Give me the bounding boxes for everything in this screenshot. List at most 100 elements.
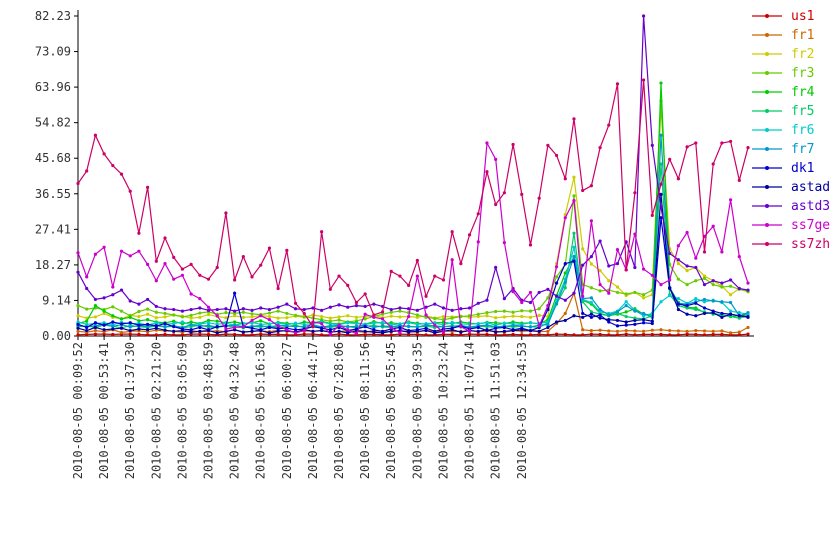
- data-point-fr6: [702, 300, 707, 304]
- x-tick-label: 2010-08-05 11:51:03: [489, 342, 503, 479]
- data-point-ss7zh: [102, 152, 106, 156]
- data-point-fr3: [146, 307, 150, 311]
- data-point-ss7ge: [476, 240, 480, 244]
- data-point-fr2: [241, 315, 245, 319]
- data-point-astd3: [476, 301, 480, 305]
- data-point-astad: [363, 329, 367, 333]
- data-point-ss7ge: [102, 245, 106, 249]
- data-point-us1: [624, 332, 628, 336]
- data-point-us1: [607, 333, 611, 337]
- data-point-fr3: [398, 309, 402, 313]
- data-point-ss7ge: [615, 248, 620, 252]
- data-point-fr3: [467, 314, 472, 318]
- data-point-ss7zh: [467, 233, 472, 237]
- data-point-fr6: [528, 321, 533, 325]
- data-point-astd3: [224, 307, 228, 311]
- data-point-fr1: [746, 325, 750, 330]
- data-point-dk1: [111, 320, 115, 324]
- data-point-astad: [615, 318, 620, 323]
- data-point-astad: [215, 331, 219, 335]
- data-point-dk1: [554, 281, 559, 285]
- data-point-ss7ge: [424, 313, 428, 317]
- data-point-fr2: [607, 279, 611, 283]
- data-point-fr6: [572, 245, 576, 249]
- data-point-fr1: [633, 329, 637, 333]
- data-point-fr2: [250, 315, 254, 319]
- data-point-fr2: [502, 315, 506, 319]
- data-point-fr2: [415, 315, 419, 319]
- data-point-fr2: [224, 316, 228, 320]
- data-point-dk1: [633, 322, 637, 326]
- data-point-astd3: [311, 306, 315, 310]
- data-point-us1: [685, 332, 689, 336]
- data-point-us1: [720, 332, 724, 337]
- data-point-fr3: [163, 311, 167, 316]
- data-point-astd3: [450, 308, 454, 312]
- data-point-us1: [650, 332, 654, 337]
- data-point-ss7zh: [424, 294, 428, 298]
- data-point-fr5: [633, 316, 637, 320]
- data-point-ss7ge: [320, 321, 324, 326]
- data-point-fr6: [346, 321, 350, 325]
- data-point-astd3: [233, 309, 237, 313]
- data-point-fr3: [624, 292, 628, 296]
- data-point-fr3: [494, 309, 498, 314]
- y-tick-label: 36.55: [35, 187, 71, 201]
- data-point-astad: [633, 318, 637, 323]
- data-point-ss7ge: [189, 292, 193, 296]
- data-point-ss7ge: [224, 327, 228, 331]
- data-point-fr4: [494, 321, 498, 325]
- x-tick-label: 2010-08-05 04:32:48: [228, 342, 242, 479]
- data-point-astad: [589, 312, 593, 316]
- data-point-ss7ge: [276, 324, 280, 328]
- data-point-fr3: [520, 309, 524, 313]
- data-point-fr7: [354, 324, 359, 328]
- data-point-dk1: [276, 327, 280, 331]
- data-point-fr5: [572, 231, 576, 235]
- data-point-astd3: [607, 264, 611, 268]
- data-point-astd3: [668, 251, 672, 256]
- data-point-astd3: [720, 281, 724, 285]
- data-point-dk1: [494, 326, 498, 330]
- data-point-us1: [302, 332, 306, 336]
- data-point-fr3: [450, 316, 454, 320]
- data-point-ss7zh: [476, 212, 480, 216]
- data-point-ss7zh: [433, 274, 437, 278]
- data-point-astd3: [215, 307, 219, 312]
- data-point-ss7ge: [659, 283, 663, 287]
- data-point-us1: [424, 333, 428, 337]
- data-point-fr7: [554, 301, 559, 305]
- data-point-astd3: [250, 308, 254, 312]
- legend-label-dk1: dk1: [791, 161, 814, 176]
- data-point-fr1: [737, 330, 741, 334]
- data-point-fr3: [694, 279, 698, 283]
- data-point-ss7ge: [598, 283, 602, 287]
- data-point-fr6: [76, 320, 80, 324]
- legend-marker-fr7: [765, 147, 769, 151]
- data-point-ss7ge: [528, 290, 533, 295]
- data-point-fr3: [111, 305, 115, 309]
- data-point-fr3: [172, 313, 176, 317]
- data-point-us1: [128, 332, 132, 336]
- data-point-ss7ge: [398, 331, 402, 335]
- data-point-fr3: [276, 309, 280, 313]
- data-point-fr4: [119, 317, 124, 321]
- data-point-ss7zh: [154, 259, 158, 263]
- data-point-dk1: [128, 321, 132, 325]
- data-point-us1: [598, 332, 602, 337]
- data-point-fr3: [441, 318, 446, 322]
- data-point-fr3: [363, 317, 367, 321]
- data-point-fr6: [372, 321, 376, 325]
- data-point-ss7ge: [215, 314, 219, 318]
- data-point-fr7: [615, 310, 620, 314]
- data-point-dk1: [676, 302, 680, 306]
- data-point-astd3: [198, 306, 202, 310]
- series-line-us1: [77, 333, 749, 336]
- data-point-fr6: [407, 321, 411, 325]
- data-point-ss7zh: [589, 184, 593, 188]
- data-point-fr5: [728, 314, 733, 319]
- legend-marker-ss7ge: [765, 223, 769, 227]
- data-point-ss7ge: [572, 198, 576, 203]
- data-point-fr7: [407, 324, 411, 328]
